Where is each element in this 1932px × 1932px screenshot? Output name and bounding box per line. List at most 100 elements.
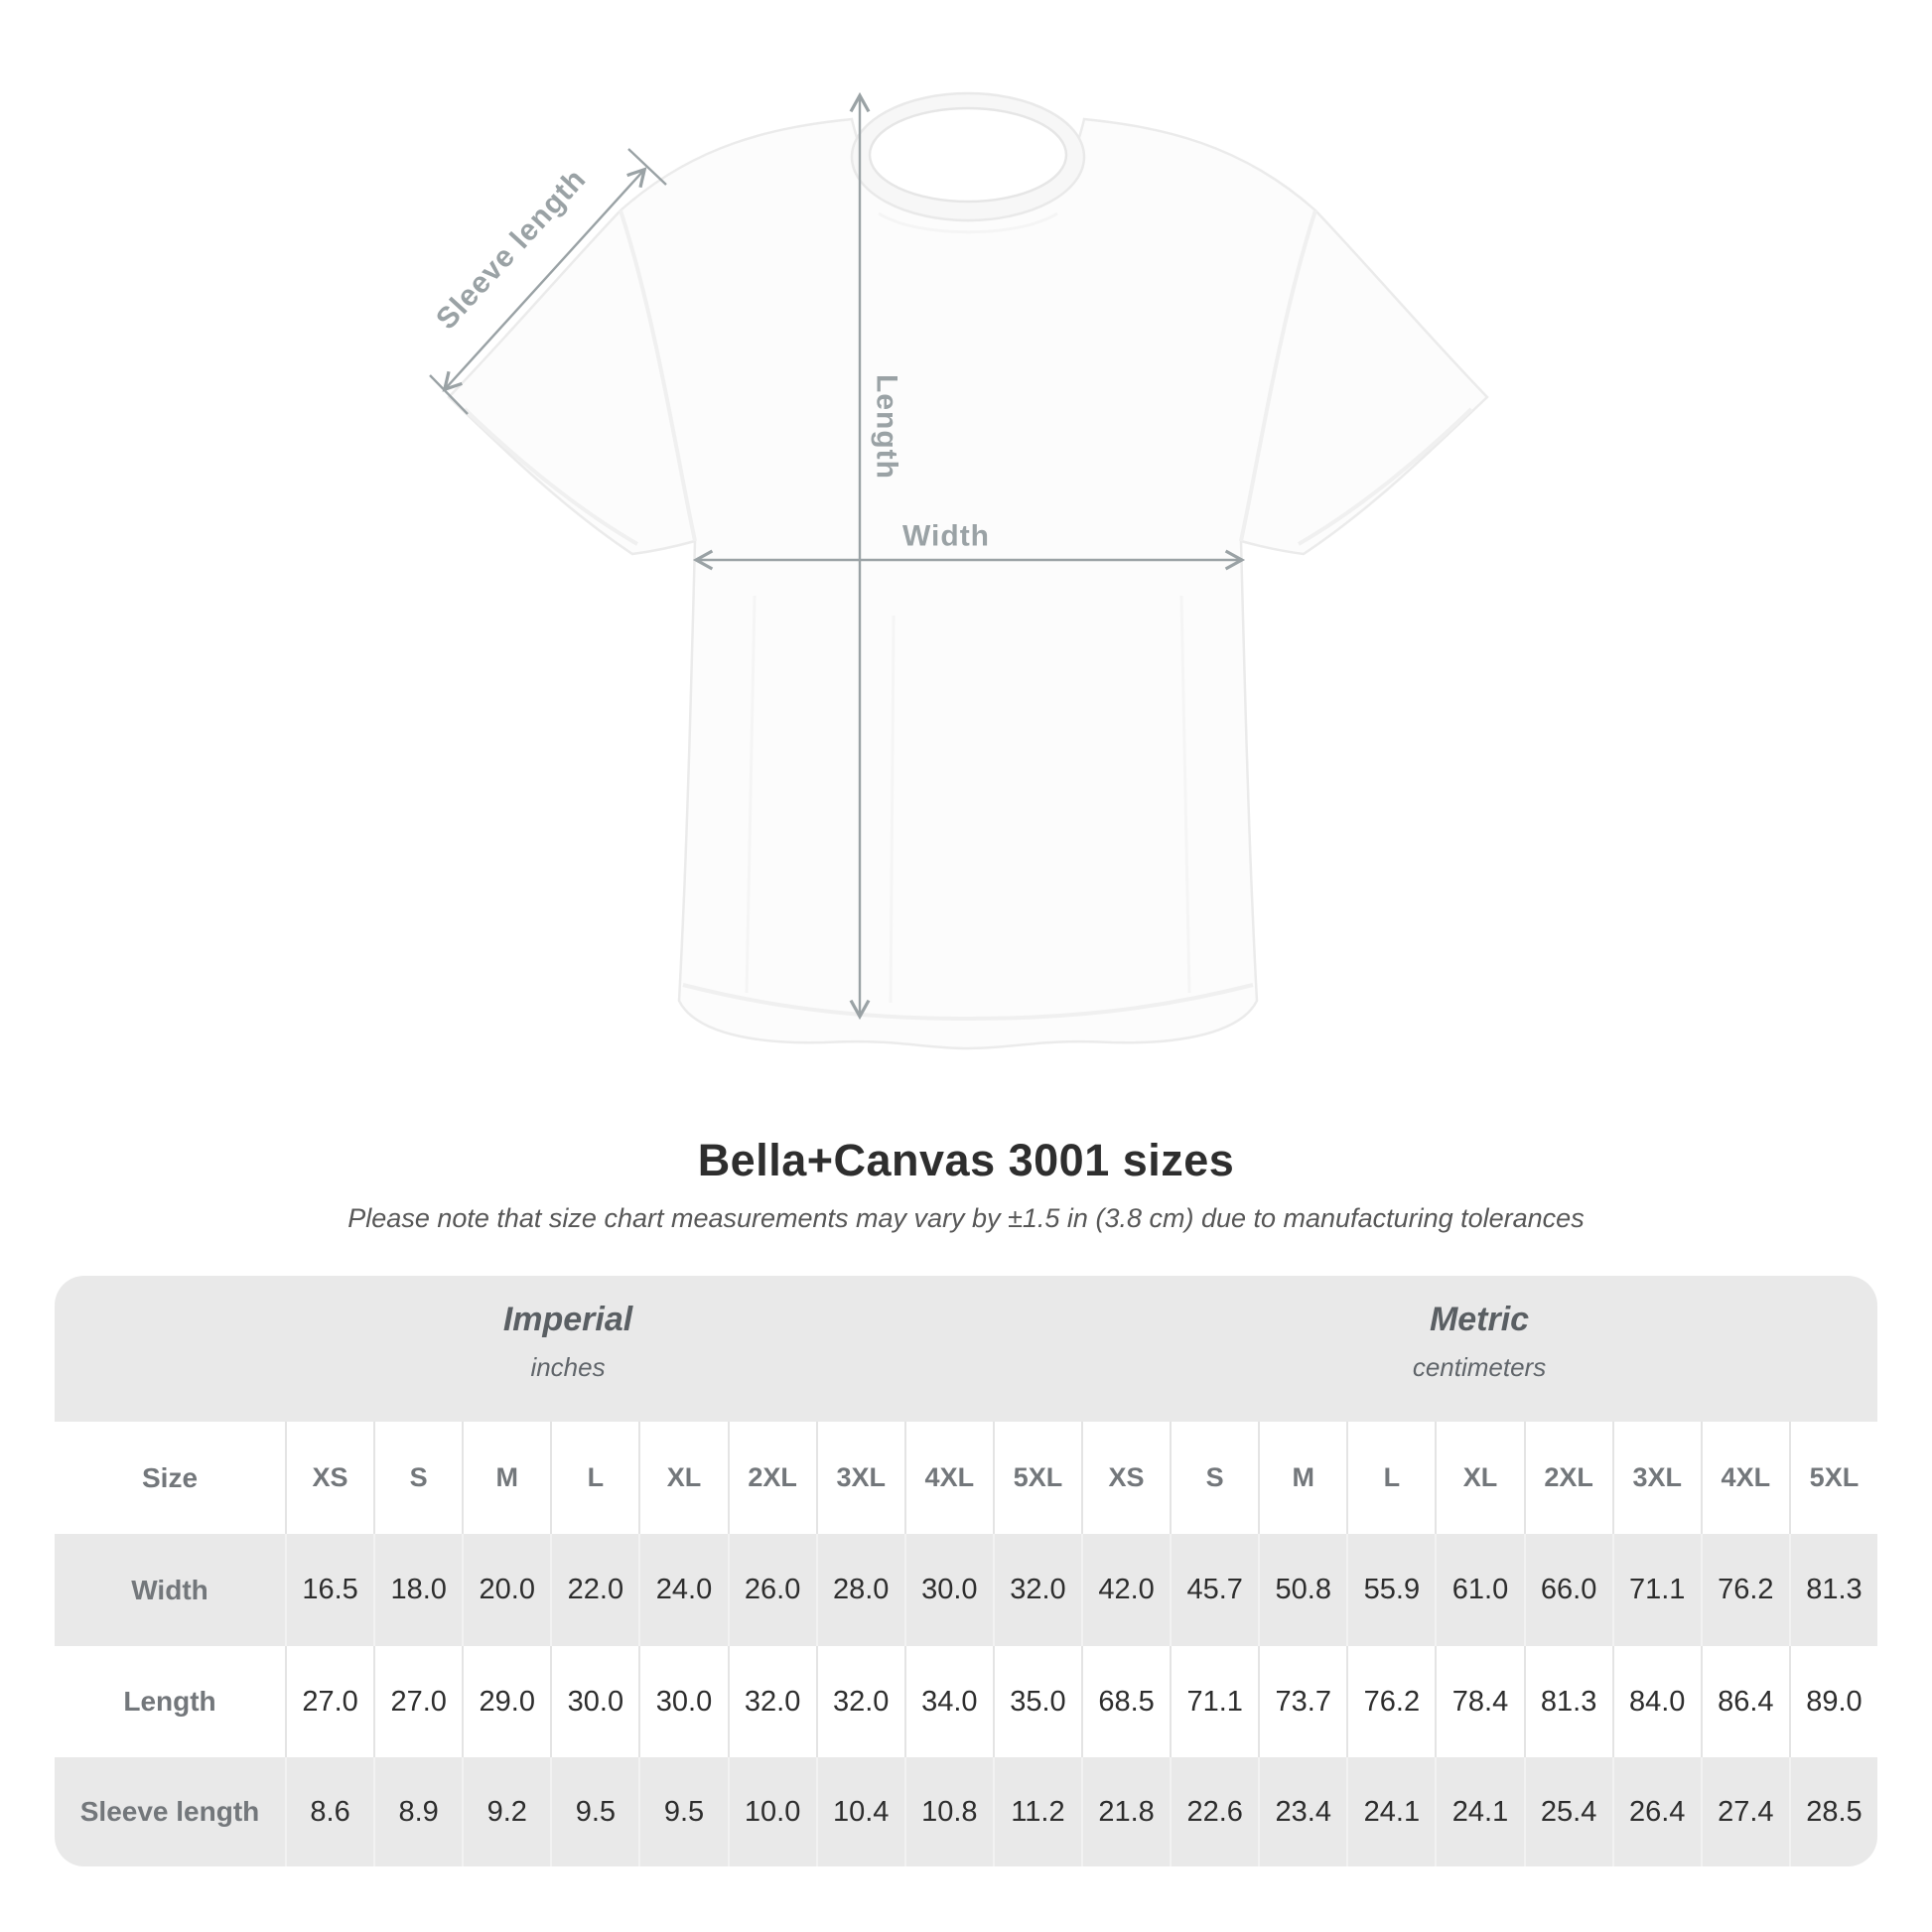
size-col-imperial-4xl: 4XL <box>903 1422 993 1534</box>
cell-width-imperial-2xl: 26.0 <box>727 1534 816 1646</box>
cell-sleeve-length-imperial-2xl: 10.0 <box>727 1757 816 1866</box>
cell-length-metric-4xl: 86.4 <box>1700 1646 1789 1757</box>
cell-length-imperial-3xl: 32.0 <box>815 1646 904 1757</box>
cell-width-imperial-l: 22.0 <box>550 1534 638 1646</box>
size-col-imperial-l: L <box>550 1422 638 1534</box>
table-row-sleeve-length: Sleeve length 8.6 8.9 9.2 9.5 9.5 10.0 10.4 10.8… <box>55 1757 1877 1866</box>
cell-sleeve-length-imperial-s: 8.9 <box>373 1757 462 1866</box>
cell-width-imperial-4xl: 30.0 <box>903 1534 993 1646</box>
size-col-imperial-xl: XL <box>638 1422 727 1534</box>
cell-width-metric-2xl: 66.0 <box>1523 1534 1612 1646</box>
cell-length-imperial-xl: 30.0 <box>638 1646 727 1757</box>
collar-opening <box>868 106 1068 204</box>
metric-group-header: Metric centimeters <box>1081 1276 1877 1422</box>
cell-width-imperial-m: 20.0 <box>462 1534 550 1646</box>
cell-width-metric-m: 50.8 <box>1258 1534 1346 1646</box>
row-label-length: Length <box>123 1686 216 1717</box>
size-col-metric-4xl: 4XL <box>1700 1422 1789 1534</box>
cell-sleeve-length-imperial-m: 9.2 <box>462 1757 550 1866</box>
cell-length-imperial-s: 27.0 <box>373 1646 462 1757</box>
cell-width-metric-4xl: 76.2 <box>1700 1534 1789 1646</box>
size-table: Imperial inches Metric centimeters Size X… <box>55 1276 1877 1866</box>
heading-block: Bella+Canvas 3001 sizes Please note that… <box>0 1135 1932 1234</box>
cell-length-imperial-xs: 27.0 <box>285 1646 373 1757</box>
cell-width-metric-3xl: 71.1 <box>1611 1534 1701 1646</box>
cell-width-imperial-xl: 24.0 <box>638 1534 727 1646</box>
imperial-group-label: Imperial <box>502 1301 633 1338</box>
cell-sleeve-length-metric-xs: 21.8 <box>1081 1757 1170 1866</box>
cell-width-imperial-xs: 16.5 <box>285 1534 373 1646</box>
metric-group-unit: centimeters <box>1412 1352 1547 1382</box>
cell-sleeve-length-metric-l: 24.1 <box>1346 1757 1435 1866</box>
size-col-metric-s: S <box>1170 1422 1258 1534</box>
imperial-group-header: Imperial inches <box>55 1276 1081 1422</box>
size-col-metric-5xl: 5XL <box>1788 1422 1877 1534</box>
cell-width-imperial-s: 18.0 <box>373 1534 462 1646</box>
size-col-metric-xs: XS <box>1081 1422 1170 1534</box>
cell-width-metric-5xl: 81.3 <box>1788 1534 1877 1646</box>
size-col-imperial-2xl: 2XL <box>727 1422 816 1534</box>
sleeve-length-arrow <box>442 167 647 392</box>
table-row-width: Width 16.5 18.0 20.0 22.0 24.0 26.0 28.0 30.0 32.… <box>55 1534 1877 1646</box>
cell-length-imperial-l: 30.0 <box>550 1646 638 1757</box>
cell-width-metric-s: 45.7 <box>1170 1534 1258 1646</box>
cell-length-metric-xs: 68.5 <box>1081 1646 1170 1757</box>
cell-sleeve-length-imperial-5xl: 11.2 <box>992 1757 1081 1866</box>
metric-group-label: Metric <box>1429 1301 1530 1338</box>
cell-sleeve-length-metric-2xl: 25.4 <box>1523 1757 1612 1866</box>
cell-length-imperial-5xl: 35.0 <box>992 1646 1081 1757</box>
size-col-metric-2xl: 2XL <box>1523 1422 1612 1534</box>
cell-length-metric-s: 71.1 <box>1170 1646 1258 1757</box>
cell-width-imperial-3xl: 28.0 <box>815 1534 904 1646</box>
sleeve-tick-bottom <box>429 374 469 415</box>
imperial-group-unit: inches <box>530 1352 606 1382</box>
page-title: Bella+Canvas 3001 sizes <box>697 1135 1235 1185</box>
table-row-length: Length 27.0 27.0 29.0 30.0 30.0 32.0 32.0 34.0 35… <box>55 1646 1877 1757</box>
size-col-imperial-xs: XS <box>285 1422 373 1534</box>
cell-length-metric-2xl: 81.3 <box>1523 1646 1612 1757</box>
size-header-row: Size XS S M L XL 2XL 3XL 4XL 5XL XS S M L XL 2XL 3XL 4XL 5… <box>55 1422 1877 1534</box>
cell-sleeve-length-metric-xl: 24.1 <box>1435 1757 1523 1866</box>
tshirt-graphic <box>447 91 1489 1050</box>
cell-sleeve-length-imperial-xl: 9.5 <box>638 1757 727 1866</box>
size-corner-label: Size <box>141 1461 199 1493</box>
cell-length-metric-xl: 78.4 <box>1435 1646 1523 1757</box>
row-label-width: Width <box>131 1574 208 1605</box>
cell-sleeve-length-metric-s: 22.6 <box>1170 1757 1258 1866</box>
cell-width-metric-l: 55.9 <box>1346 1534 1435 1646</box>
cell-sleeve-length-metric-m: 23.4 <box>1258 1757 1346 1866</box>
cell-length-metric-l: 76.2 <box>1346 1646 1435 1757</box>
cell-width-metric-xl: 61.0 <box>1435 1534 1523 1646</box>
size-col-imperial-5xl: 5XL <box>992 1422 1081 1534</box>
size-col-imperial-s: S <box>373 1422 462 1534</box>
cell-sleeve-length-imperial-3xl: 10.4 <box>815 1757 904 1866</box>
cell-sleeve-length-imperial-4xl: 10.8 <box>903 1757 993 1866</box>
cell-sleeve-length-metric-4xl: 27.4 <box>1700 1757 1789 1866</box>
row-label-sleeve-length: Sleeve length <box>79 1796 260 1827</box>
sleeve-tick-top <box>627 148 667 186</box>
length-label: Length <box>871 374 903 480</box>
cell-sleeve-length-metric-3xl: 26.4 <box>1611 1757 1701 1866</box>
cell-sleeve-length-imperial-xs: 8.6 <box>285 1757 373 1866</box>
cell-length-metric-5xl: 89.0 <box>1788 1646 1877 1757</box>
cell-width-imperial-5xl: 32.0 <box>992 1534 1081 1646</box>
cell-sleeve-length-metric-5xl: 28.5 <box>1788 1757 1877 1866</box>
table-group-header-row: Imperial inches Metric centimeters <box>55 1276 1877 1422</box>
size-col-metric-m: M <box>1258 1422 1346 1534</box>
cell-width-metric-xs: 42.0 <box>1081 1534 1170 1646</box>
size-col-metric-l: L <box>1346 1422 1435 1534</box>
size-col-imperial-m: M <box>462 1422 550 1534</box>
cell-length-metric-3xl: 84.0 <box>1611 1646 1701 1757</box>
cell-length-imperial-m: 29.0 <box>462 1646 550 1757</box>
width-label: Width <box>902 520 990 553</box>
measurement-arrows <box>429 91 1246 1021</box>
cell-length-metric-m: 73.7 <box>1258 1646 1346 1757</box>
cell-length-imperial-4xl: 34.0 <box>903 1646 993 1757</box>
tshirt-size-diagram: Sleeve length Length Width <box>429 91 1489 1050</box>
page-subtitle: Please note that size chart measurements… <box>347 1203 1585 1233</box>
size-col-imperial-3xl: 3XL <box>815 1422 904 1534</box>
size-col-metric-xl: XL <box>1435 1422 1523 1534</box>
size-col-metric-3xl: 3XL <box>1611 1422 1701 1534</box>
cell-length-imperial-2xl: 32.0 <box>727 1646 816 1757</box>
cell-sleeve-length-imperial-l: 9.5 <box>550 1757 638 1866</box>
